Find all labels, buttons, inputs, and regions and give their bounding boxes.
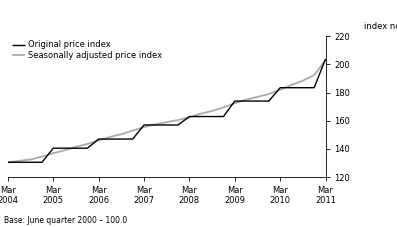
Seasonally adjusted price index [221, 106, 226, 109]
Seasonally adjusted price index [312, 74, 316, 76]
Seasonally adjusted price index [40, 155, 44, 158]
Original price index [96, 138, 101, 141]
Original price index [176, 124, 181, 126]
Original price index [40, 161, 44, 164]
Line: Seasonally adjusted price index: Seasonally adjusted price index [8, 60, 326, 162]
Seasonally adjusted price index [232, 102, 237, 104]
Text: Base: June quarter 2000 – 100.0: Base: June quarter 2000 – 100.0 [4, 216, 127, 225]
Seasonally adjusted price index [301, 79, 305, 82]
Original price index [278, 86, 283, 89]
Seasonally adjusted price index [28, 158, 33, 161]
Original price index [6, 161, 10, 164]
Seasonally adjusted price index [153, 123, 158, 126]
Original price index [312, 86, 316, 89]
Seasonally adjusted price index [62, 149, 67, 152]
Seasonally adjusted price index [108, 136, 112, 138]
Seasonally adjusted price index [176, 119, 181, 121]
Original price index [119, 138, 124, 141]
Original price index [108, 138, 112, 141]
Seasonally adjusted price index [289, 84, 294, 86]
Original price index [164, 124, 169, 126]
Original price index [187, 115, 192, 118]
Original price index [198, 115, 203, 118]
Seasonally adjusted price index [164, 121, 169, 123]
Original price index [51, 147, 56, 150]
Original price index [244, 100, 249, 102]
Line: Original price index: Original price index [8, 59, 326, 162]
Original price index [232, 100, 237, 102]
Seasonally adjusted price index [130, 129, 135, 132]
Original price index [289, 86, 294, 89]
Seasonally adjusted price index [198, 112, 203, 115]
Original price index [255, 100, 260, 102]
Seasonally adjusted price index [6, 161, 10, 164]
Original price index [130, 138, 135, 141]
Original price index [62, 147, 67, 150]
Seasonally adjusted price index [255, 96, 260, 98]
Seasonally adjusted price index [142, 126, 146, 128]
Original price index [266, 100, 271, 102]
Seasonally adjusted price index [73, 146, 78, 148]
Seasonally adjusted price index [96, 139, 101, 142]
Original price index [73, 147, 78, 150]
Seasonally adjusted price index [51, 152, 56, 155]
Original price index [221, 115, 226, 118]
Seasonally adjusted price index [278, 89, 283, 91]
Seasonally adjusted price index [323, 59, 328, 62]
Seasonally adjusted price index [85, 143, 90, 145]
Seasonally adjusted price index [119, 133, 124, 136]
Original price index [28, 161, 33, 164]
Original price index [323, 57, 328, 60]
Original price index [210, 115, 214, 118]
Original price index [301, 86, 305, 89]
Legend: Original price index, Seasonally adjusted price index: Original price index, Seasonally adjuste… [12, 40, 162, 60]
Seasonally adjusted price index [17, 160, 22, 162]
Original price index [85, 147, 90, 150]
Seasonally adjusted price index [266, 93, 271, 95]
Text: index no.: index no. [364, 22, 397, 31]
Original price index [17, 161, 22, 164]
Original price index [142, 124, 146, 126]
Seasonally adjusted price index [187, 116, 192, 118]
Seasonally adjusted price index [210, 110, 214, 112]
Seasonally adjusted price index [244, 98, 249, 101]
Original price index [153, 124, 158, 126]
